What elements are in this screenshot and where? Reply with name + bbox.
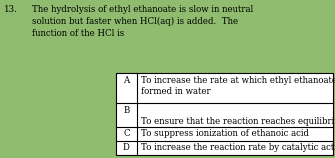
Text: C: C (123, 129, 130, 138)
Text: To ensure that the reaction reaches equilibrium: To ensure that the reaction reaches equi… (141, 106, 335, 126)
Text: 13.: 13. (4, 5, 18, 14)
Text: A: A (123, 76, 130, 85)
Text: The hydrolysis of ethyl ethanoate is slow in neutral
solution but faster when HC: The hydrolysis of ethyl ethanoate is slo… (32, 5, 253, 38)
Text: To suppress ionization of ethanoic acid: To suppress ionization of ethanoic acid (141, 129, 309, 138)
Text: To increase the rate at which ethyl ethanoate is
formed in water: To increase the rate at which ethyl etha… (141, 76, 335, 96)
Text: To increase the reaction rate by catalytic action: To increase the reaction rate by catalyt… (141, 143, 335, 152)
Text: B: B (123, 106, 130, 115)
Text: D: D (123, 143, 130, 152)
